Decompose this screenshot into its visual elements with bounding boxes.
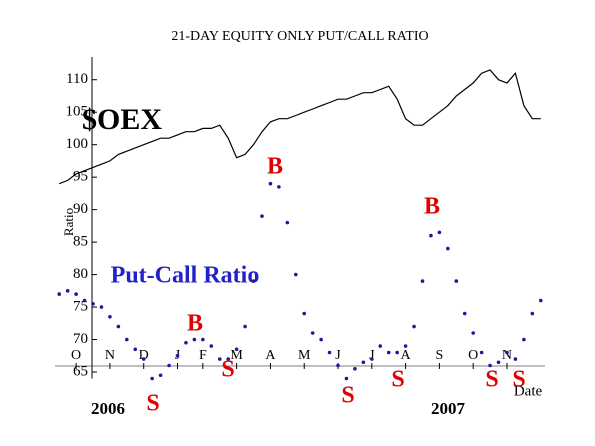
- data-point: [226, 357, 230, 361]
- data-point: [412, 324, 416, 329]
- data-point: [327, 350, 332, 355]
- x-tick-label: A: [401, 348, 412, 363]
- year-label: 2006: [91, 399, 125, 418]
- signal-annotation: S: [341, 383, 354, 409]
- data-point: [496, 360, 501, 365]
- data-point: [91, 302, 95, 306]
- y-tick-label: 105: [66, 104, 89, 120]
- signal-annotation: S: [146, 391, 159, 417]
- y-tick-label: 95: [73, 169, 88, 185]
- chart-title: 21-DAY EQUITY ONLY PUT/CALL RATIO: [171, 29, 428, 44]
- signal-annotation: S: [485, 367, 498, 393]
- data-point: [167, 363, 171, 368]
- x-tick-label: A: [265, 348, 276, 363]
- data-point: [82, 298, 87, 303]
- signal-annotation: B: [267, 154, 283, 180]
- data-point: [386, 350, 391, 355]
- x-tick-label: N: [105, 348, 115, 363]
- x-tick-label: D: [139, 348, 149, 363]
- data-point: [65, 289, 70, 293]
- data-point: [116, 324, 121, 329]
- data-point: [437, 230, 442, 235]
- y-tick-label: 75: [73, 298, 88, 314]
- signal-annotation: S: [512, 367, 525, 393]
- signal-annotation: B: [424, 194, 440, 220]
- data-point: [243, 324, 247, 329]
- x-tick-label: O: [71, 348, 81, 363]
- x-tick-label: S: [435, 348, 443, 363]
- data-point: [251, 279, 256, 283]
- x-axis-label: Date: [514, 383, 543, 399]
- series-label: Put-Call Ratio: [111, 263, 260, 289]
- data-point: [133, 347, 138, 352]
- data-point: [420, 279, 425, 283]
- x-tick-label: N: [502, 348, 512, 363]
- data-point: [429, 233, 433, 238]
- x-tick-label: M: [230, 348, 243, 363]
- data-point: [505, 350, 509, 355]
- data-point: [344, 376, 349, 381]
- data-point: [150, 376, 154, 381]
- y-tick-label: 110: [66, 71, 88, 87]
- data-point: [260, 214, 264, 218]
- data-point: [361, 360, 366, 365]
- data-point: [285, 220, 290, 225]
- y-tick-label: 70: [73, 331, 88, 347]
- data-point: [293, 272, 298, 277]
- data-point: [277, 185, 281, 189]
- data-point: [209, 344, 214, 348]
- data-point: [57, 292, 62, 296]
- data-point: [522, 337, 526, 342]
- series-line: [58, 69, 541, 185]
- y-tick-label: 90: [73, 201, 88, 217]
- year-label: 2007: [431, 399, 466, 418]
- data-point: [446, 246, 450, 251]
- data-point: [184, 340, 188, 345]
- data-point: [353, 366, 357, 371]
- data-point: [141, 357, 146, 361]
- data-point: [201, 337, 205, 342]
- data-point: [125, 337, 129, 342]
- data-point: [454, 279, 459, 283]
- data-point: [471, 331, 475, 335]
- x-tick-label: M: [298, 348, 311, 363]
- data-point: [403, 344, 408, 348]
- data-point: [310, 331, 315, 335]
- data-point: [513, 357, 518, 361]
- data-point: [319, 337, 323, 342]
- data-point: [395, 350, 399, 355]
- data-point: [336, 363, 340, 368]
- series-label: $OEX: [82, 103, 162, 136]
- data-point: [99, 305, 104, 309]
- y-tick-label: 100: [66, 136, 89, 152]
- x-tick-label: O: [468, 348, 478, 363]
- y-tick-label: 65: [73, 363, 88, 379]
- data-point: [74, 292, 78, 296]
- x-tick-label: F: [199, 348, 207, 363]
- data-point: [370, 357, 374, 361]
- signal-annotation: S: [391, 367, 404, 393]
- x-tick-label: J: [335, 348, 341, 363]
- data-point: [479, 350, 484, 355]
- data-point: [462, 311, 467, 316]
- data-point: [268, 181, 273, 186]
- y-axis-label: Ratio: [61, 208, 76, 236]
- data-point: [488, 363, 492, 368]
- data-point: [530, 311, 535, 316]
- y-tick-label: 80: [73, 266, 88, 282]
- data-point: [175, 353, 180, 358]
- data-point: [378, 344, 383, 348]
- x-tick-label: J: [369, 348, 375, 363]
- data-point: [158, 373, 163, 378]
- data-point: [192, 337, 197, 342]
- data-point: [302, 311, 307, 316]
- signal-annotation: S: [221, 357, 234, 383]
- y-tick-label: 85: [73, 234, 88, 250]
- data-point: [108, 314, 112, 319]
- data-point: [538, 298, 543, 303]
- data-point: [217, 357, 222, 361]
- signal-annotation: B: [187, 311, 203, 337]
- data-point: [234, 347, 239, 352]
